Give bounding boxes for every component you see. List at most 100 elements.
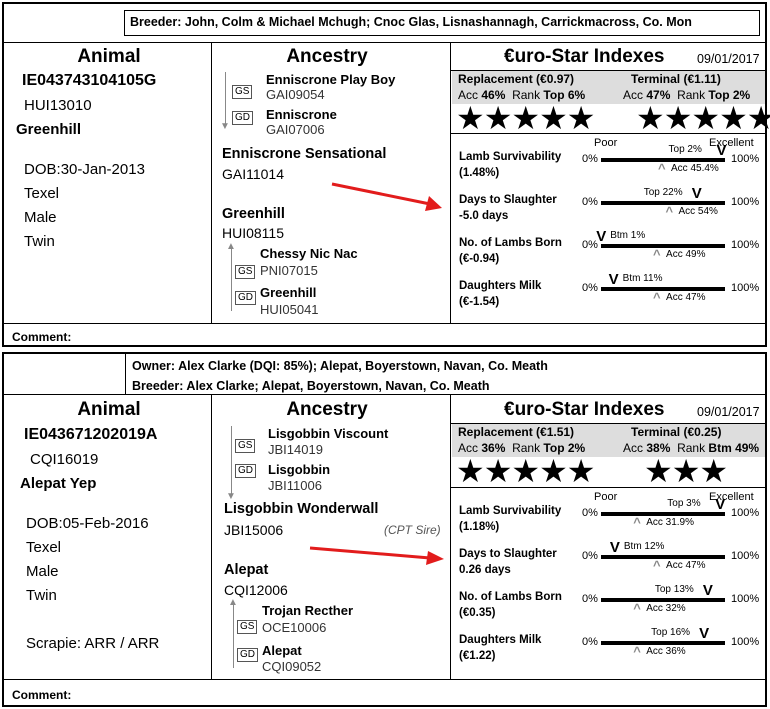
- arrow-down-icon: ▼: [220, 121, 230, 132]
- red-arrow-annotation: [331, 182, 442, 211]
- red-arrow-annotation: [309, 546, 444, 565]
- dam-name: Greenhill: [222, 206, 285, 222]
- trait-name: Daughters Milk: [459, 280, 542, 292]
- terminal-rank: Btm 49%: [708, 441, 760, 455]
- indexes-heading: €uro-Star Indexes: [504, 46, 665, 67]
- breeder-text: Breeder: John, Colm & Michael Mchugh; Cn…: [130, 15, 692, 29]
- sire-gd-code: JBI11006: [268, 478, 322, 493]
- rank-marker: V: [608, 271, 619, 288]
- gd-label: GD: [232, 111, 253, 125]
- terminal-acc: 38%: [646, 441, 671, 455]
- replacement-label: Replacement (€1.51): [458, 425, 575, 439]
- trait-value: -5.0 days: [459, 210, 509, 222]
- breeder-box: Breeder: John, Colm & Michael Mchugh; Cn…: [124, 10, 760, 36]
- dam-gd-name: Alepat: [262, 643, 302, 658]
- terminal-acc-rank: Acc 38% Rank Btm 49%: [623, 441, 759, 455]
- sex: Male: [26, 563, 59, 580]
- dob-label: DOB:: [24, 161, 61, 178]
- excellent-label: Excellent: [709, 137, 754, 149]
- acc-label: Acc: [458, 441, 479, 455]
- dam-name: Alepat: [224, 562, 269, 578]
- rank-label: Rank: [677, 88, 706, 102]
- poor-label: Poor: [594, 491, 618, 503]
- rank-marker: V: [716, 142, 727, 159]
- replacement-label: Replacement (€0.97): [458, 72, 575, 86]
- scale-min-label: 0%: [582, 282, 598, 294]
- scale-min-label: 0%: [582, 239, 598, 251]
- animal-name: Greenhill: [16, 121, 82, 138]
- accuracy-label: Acc 45.4%: [671, 163, 719, 174]
- trait-value: 0.26 days: [459, 564, 511, 576]
- trait-name: Days to Slaughter: [459, 194, 557, 206]
- indexes-heading: €uro-Star Indexes: [504, 399, 665, 420]
- acc-label: Acc: [623, 441, 644, 455]
- dam-code: CQI12006: [224, 582, 288, 598]
- scale-min-label: 0%: [582, 153, 598, 165]
- animal-id: IE043743104105G: [22, 72, 157, 89]
- dam-gd-code: CQI09052: [262, 659, 322, 674]
- dam-gs-name: Chessy Nic Nac: [260, 246, 358, 261]
- herd-code: HUI13010: [24, 97, 92, 114]
- dob-row: DOB:30-Jan-2013: [24, 161, 145, 178]
- index-date: 09/01/2017: [697, 405, 760, 419]
- rank-marker: V: [596, 228, 607, 245]
- sire-name: Enniscrone Sensational: [222, 146, 387, 162]
- dam-gs-name: Trojan Recther: [262, 603, 354, 618]
- accuracy-marker: ^: [653, 558, 661, 573]
- trait-value: (€1.22): [459, 650, 496, 662]
- scale-max-label: 100%: [731, 153, 760, 165]
- dob-row: DOB:05-Feb-2016: [26, 515, 149, 532]
- rank-label: Rank: [677, 441, 706, 455]
- owner-text: Owner: Alex Clarke (DQI: 85%); Alepat, B…: [132, 359, 548, 373]
- rank-label: Top 22%: [643, 187, 683, 198]
- trait-name: Lamb Survivability: [459, 151, 562, 163]
- accuracy-marker: ^: [633, 644, 641, 659]
- sire-gs-name: Enniscrone Play Boy: [266, 72, 396, 87]
- trait-bar: [601, 598, 725, 602]
- rank-label: Btm 1%: [610, 230, 646, 241]
- accuracy-label: Acc 47%: [666, 560, 706, 571]
- scale-min-label: 0%: [582, 593, 598, 605]
- sire-gs-name: Lisgobbin Viscount: [268, 426, 389, 441]
- trait-name: Daughters Milk: [459, 634, 542, 646]
- gs-label: GS: [235, 439, 256, 453]
- replacement-acc-rank: Acc 46% Rank Top 6%: [458, 88, 585, 102]
- rank-marker: V: [609, 539, 620, 556]
- accuracy-label: Acc 47%: [666, 292, 706, 303]
- accuracy-label: Acc 31.9%: [646, 517, 694, 528]
- terminal-label: Terminal (€0.25): [631, 425, 722, 439]
- trait-name: No. of Lambs Born: [459, 591, 562, 603]
- trait-name: Days to Slaughter: [459, 548, 557, 560]
- accuracy-marker: ^: [665, 204, 674, 219]
- scale-min-label: 0%: [582, 196, 598, 208]
- rank-marker: V: [715, 496, 726, 513]
- sex: Male: [24, 209, 57, 226]
- rank-label: Btm 12%: [623, 541, 665, 552]
- sire-code: GAI11014: [222, 166, 285, 182]
- accuracy-label: Acc 36%: [646, 646, 686, 657]
- accuracy-marker: ^: [633, 601, 641, 616]
- animal-heading: Animal: [77, 399, 141, 420]
- trait-bar: [601, 641, 725, 645]
- trait-name: No. of Lambs Born: [459, 237, 562, 249]
- rank-marker: V: [702, 582, 713, 599]
- trait-value: (€-1.54): [459, 296, 500, 308]
- replacement-acc-rank: Acc 36% Rank Top 2%: [458, 441, 585, 455]
- comment-label: Comment:: [12, 330, 72, 344]
- birth-type: Twin: [24, 233, 55, 250]
- scale-max-label: 100%: [731, 593, 760, 605]
- cpt-sire-note: (CPT Sire): [384, 523, 441, 537]
- rank-label: Top 2%: [668, 144, 702, 155]
- trait-value: (1.48%): [459, 167, 500, 179]
- acc-label: Acc: [623, 88, 644, 102]
- poor-label: Poor: [594, 137, 618, 149]
- scale-max-label: 100%: [731, 239, 760, 251]
- sire-gd-code: GAI07006: [266, 122, 325, 137]
- rank-label: Rank: [512, 88, 541, 102]
- rank-label: Top 13%: [654, 584, 694, 595]
- sire-gs-code: GAI09054: [266, 87, 325, 102]
- accuracy-label: Acc 32%: [646, 603, 686, 614]
- breed: Texel: [24, 185, 60, 202]
- rank-label: Rank: [512, 441, 541, 455]
- gd-label: GD: [235, 464, 256, 478]
